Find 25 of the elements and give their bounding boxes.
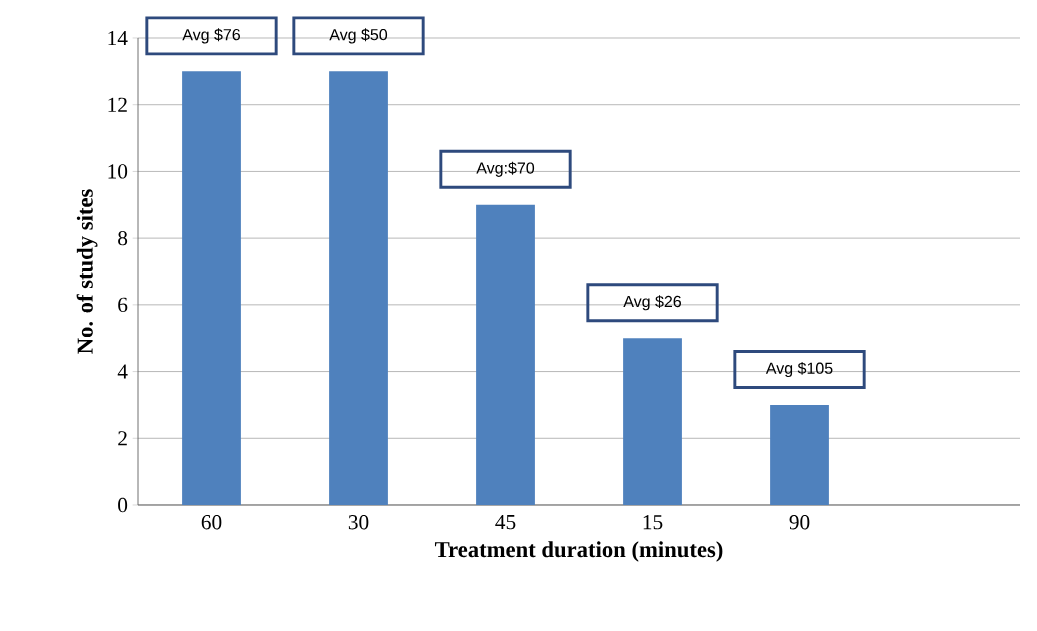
y-tick-label: 14 [108, 30, 128, 46]
x-tick-label: 45 [495, 515, 516, 530]
y-tick-label: 8 [118, 230, 128, 246]
x-tick-label: 90 [789, 515, 810, 530]
annotation: Avg $26 [623, 295, 681, 311]
y-tick-label: 12 [108, 97, 127, 112]
x-tick-label: 60 [201, 515, 222, 530]
annotation: Avg:$70 [476, 161, 535, 177]
y-tick-label: 0 [118, 497, 128, 513]
annotation: Avg $50 [329, 28, 388, 44]
bar [329, 71, 388, 505]
x-axis-title: Treatment duration (minutes) [434, 541, 723, 562]
bar [623, 338, 682, 505]
y-tick-label: 4 [117, 364, 128, 379]
y-axis-title: No. of study sites [76, 189, 98, 354]
y-tick-label: 6 [118, 297, 128, 313]
bar [182, 71, 241, 505]
annotation: Avg $105 [765, 361, 833, 378]
y-tick-label: 2 [118, 431, 127, 446]
x-tick-label: 15 [643, 515, 663, 530]
x-tick-label: 30 [348, 515, 369, 530]
y-tick-label: 10 [108, 164, 128, 179]
bar [476, 204, 535, 505]
annotation: Avg $76 [182, 28, 240, 44]
bar [770, 404, 829, 505]
